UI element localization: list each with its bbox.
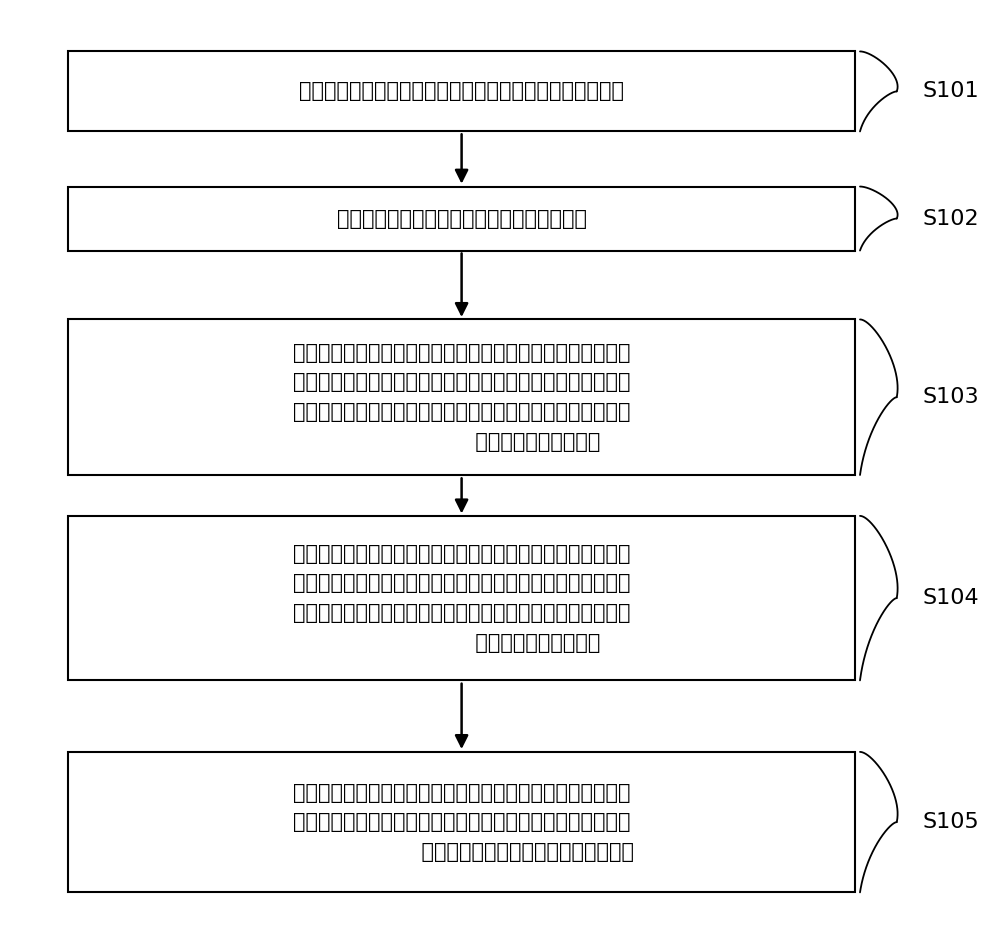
Text: 将岩心放于夹持器中，施加围压、孔隙压，对岩心进行水饱和
或气饱和。岩心饱和后，施加上游正弦压力波，测量下游正弦
压力波响应。保持上游正弦压力波不变，变围压，测量: 将岩心放于夹持器中，施加围压、孔隙压，对岩心进行水饱和 或气饱和。岩心饱和后，施… bbox=[293, 544, 630, 653]
Bar bbox=[68, 186, 855, 251]
Bar bbox=[68, 52, 855, 131]
Bar bbox=[68, 516, 855, 681]
Text: S104: S104 bbox=[922, 588, 979, 608]
Bar bbox=[68, 319, 855, 475]
Text: 选取页岩或致密砂岩等超低渗岩心，将其加工成圆柱体试件: 选取页岩或致密砂岩等超低渗岩心，将其加工成圆柱体试件 bbox=[299, 81, 624, 102]
Text: 将波形互相关方法用于渗透率变化测量，对不同围压下渗透率
测量的压力波形进行互相关分析，获得渗透率随围压的变化，
                    评价超低: 将波形互相关方法用于渗透率变化测量，对不同围压下渗透率 测量的压力波形进行互相关… bbox=[289, 782, 634, 862]
Text: 加工一个圆柱体钢块标准试件，用于系统标定: 加工一个圆柱体钢块标准试件，用于系统标定 bbox=[337, 208, 587, 229]
Text: S102: S102 bbox=[922, 208, 979, 229]
Bar bbox=[68, 752, 855, 893]
Text: S103: S103 bbox=[922, 387, 979, 407]
Text: S105: S105 bbox=[922, 812, 979, 832]
Text: S101: S101 bbox=[922, 81, 979, 102]
Text: 采用周期振荡法进行超低渗透率的测量，孔隙介质可采用气体
或水。首先将钢块试件放于岩心夹持器中，夹持器由两个伺服
压力泵通过阀门分别给岩心施加围压、正弦孔隙压力波: 采用周期振荡法进行超低渗透率的测量，孔隙介质可采用气体 或水。首先将钢块试件放于… bbox=[293, 343, 630, 452]
